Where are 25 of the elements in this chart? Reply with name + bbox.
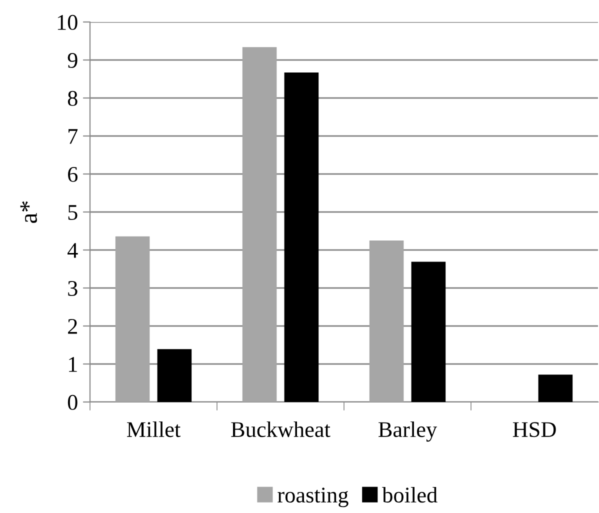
- legend-label: boiled: [382, 486, 438, 503]
- bar: [284, 72, 319, 402]
- x-tick-label: Barley: [378, 421, 438, 442]
- y-axis-title: a*: [20, 201, 38, 223]
- y-tick-label: 1: [69, 357, 77, 372]
- legend-label: roasting: [278, 488, 348, 508]
- y-tick-label: 9: [68, 52, 78, 68]
- x-tick-label: Buckwheat: [231, 421, 330, 438]
- y-tick-label: 4: [68, 243, 78, 258]
- y-tick-label: 7: [68, 129, 78, 144]
- y-tick-label: 8: [68, 90, 78, 106]
- bar: [369, 240, 404, 402]
- y-tick-label: 0: [68, 394, 78, 410]
- y-tick-label: 2: [68, 318, 77, 334]
- y-tick-label: 6: [68, 166, 78, 182]
- x-tick-label: Millet: [126, 421, 181, 438]
- bar: [538, 374, 573, 402]
- y-tick-label: 5: [68, 205, 78, 220]
- y-tick-label: 3: [68, 280, 78, 296]
- y-tick-label: 10: [58, 14, 78, 30]
- bar: [115, 236, 150, 402]
- bar: [242, 47, 277, 402]
- bar: [157, 349, 192, 402]
- x-tick-label: HSD: [512, 422, 556, 438]
- bar: [411, 262, 446, 402]
